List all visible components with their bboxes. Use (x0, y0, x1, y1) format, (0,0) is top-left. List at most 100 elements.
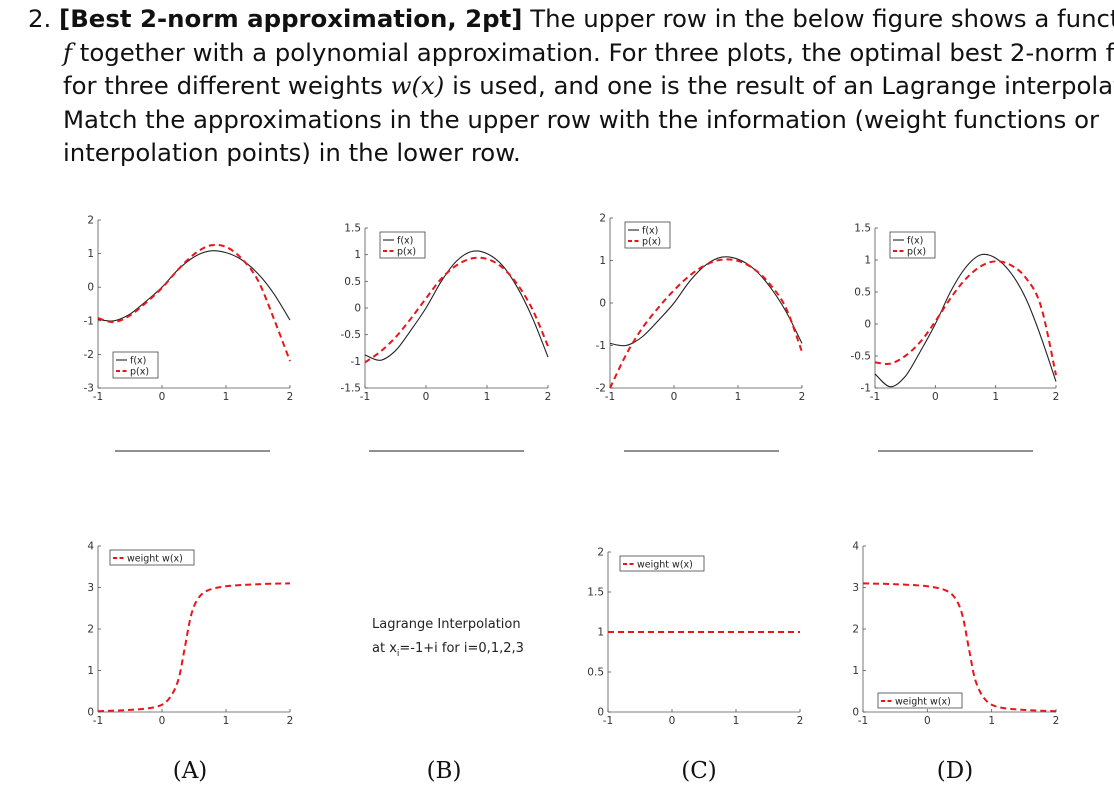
legend: weight w(x) (877, 692, 963, 709)
problem-number: 2. (28, 4, 52, 33)
legend-label: f(x) (907, 236, 923, 247)
series-weight-w-x (97, 582, 291, 713)
y-tick-label: 1 (354, 249, 361, 261)
x-tick-label: 1 (223, 715, 230, 727)
chart-top-2: -1.5-1-0.500.511.5-1 0 1 2f(x)p(x) (341, 223, 552, 404)
x-tick-label: 2 (1053, 391, 1060, 403)
legend-label: p(x) (397, 247, 416, 258)
chart-top-1: -3 -2 -1 0 1 2 -1 0 1 2 f(x)p(x) (84, 215, 294, 404)
problem-statement: 2. [Best 2-norm approximation, 2pt] The … (28, 2, 1114, 170)
series-p-x (364, 256, 549, 364)
y-tick-label: 2 (87, 215, 94, 227)
problem-line2: together with a polynomial approximation… (79, 37, 1114, 67)
y-tick-label: -1.5 (341, 383, 362, 395)
y-tick-label: 0 (852, 707, 859, 719)
y-tick-label: -1 (861, 383, 871, 395)
x-tick-label: 0 (159, 391, 166, 403)
y-tick-label: 3 (87, 582, 94, 594)
x-tick-label: -1 (93, 391, 103, 403)
lagrange-note: Lagrange Interpolation at xi=-1+i for i=… (372, 617, 524, 659)
problem-title: [Best 2-norm approximation, 2pt] (59, 4, 523, 33)
problem-line5: interpolation points) in the lower row. (63, 138, 521, 168)
x-tick-label: 2 (1053, 715, 1060, 727)
series-p-x (97, 243, 291, 362)
legend-box (112, 351, 159, 379)
y-tick-label: 1 (597, 627, 604, 639)
y-tick-label: 0 (597, 707, 604, 719)
y-tick-label: -2 (596, 383, 606, 395)
y-tick-label: 1.5 (344, 223, 361, 235)
y-tick-label: 3 (852, 582, 859, 594)
problem-line3a: for three different weights (63, 71, 383, 101)
x-tick-label: 0 (669, 715, 676, 727)
legend: weight w(x) (619, 555, 705, 572)
lagrange-note-line2: at xi=-1+i for i=0,1,2,3 (372, 641, 524, 659)
y-tick-label: -1 (596, 340, 606, 352)
y-tick-label: 2 (599, 213, 606, 225)
legend-label: f(x) (130, 356, 146, 367)
legend-label: f(x) (397, 236, 413, 247)
y-tick-label: -1 (351, 356, 361, 368)
y-tick-label: 4 (852, 541, 859, 553)
x-tick-label: -1 (360, 391, 370, 403)
y-tick-label: 0 (864, 319, 871, 331)
x-tick-label: 1 (484, 391, 491, 403)
y-tick-label: 4 (87, 541, 94, 553)
series-f-x (609, 256, 803, 347)
y-tick-label: 0 (87, 282, 94, 294)
series-f-x (874, 253, 1057, 388)
y-tick-label: 0 (599, 298, 606, 310)
problem-line3b: is used, and one is the result of an Lag… (452, 71, 1114, 101)
legend-label: p(x) (130, 367, 149, 378)
y-tick-label: 0 (87, 707, 94, 719)
problem-line1: The upper row in the below figure shows … (530, 4, 1114, 33)
y-tick-label: 0 (354, 303, 361, 315)
y-tick-label: -2 (84, 349, 94, 361)
panel-label: (A) (173, 758, 208, 784)
panel-label: (D) (937, 758, 973, 784)
y-tick-label: 1 (87, 248, 94, 260)
legend: f(x)p(x) (624, 221, 671, 249)
x-tick-label: -1 (870, 391, 880, 403)
y-tick-label: 0.5 (587, 667, 604, 679)
legend: f(x)p(x) (112, 351, 159, 379)
legend-box (877, 692, 963, 709)
x-tick-label: 0 (932, 391, 939, 403)
y-tick-label: 2 (597, 547, 604, 559)
legend-box (379, 231, 426, 259)
y-tick-label: 1.5 (854, 223, 871, 235)
legend-box (109, 549, 195, 566)
y-tick-label: 1 (599, 255, 606, 267)
panel-label: (C) (681, 758, 717, 784)
function-symbol: f (63, 37, 73, 67)
y-tick-label: 2 (852, 624, 859, 636)
lagrange-note-pre: at x (372, 641, 397, 656)
x-tick-label: 2 (799, 391, 806, 403)
x-tick-label: -1 (603, 715, 613, 727)
lagrange-note-sub: i (397, 649, 400, 659)
x-tick-label: -1 (858, 715, 868, 727)
legend-label: f(x) (642, 226, 658, 237)
y-tick-label: -0.5 (851, 351, 872, 363)
x-tick-label: 0 (159, 715, 166, 727)
legend: weight w(x) (109, 549, 195, 566)
y-tick-label: 0.5 (344, 276, 361, 288)
y-tick-label: -1 (84, 315, 94, 327)
weight-symbol: w(x) (390, 71, 445, 101)
x-tick-label: -1 (605, 391, 615, 403)
legend-label: weight w(x) (637, 560, 693, 571)
chart-top-4: -1 -0.5 0 0.5 1 1.5 -1 0 1 2 f(x)p(x) (851, 223, 1060, 404)
x-tick-label: 1 (733, 715, 740, 727)
x-tick-label: 1 (992, 391, 999, 403)
legend: f(x)p(x) (889, 231, 936, 259)
series-p-x (874, 260, 1057, 376)
legend-label: p(x) (907, 247, 926, 258)
y-tick-label: 1 (864, 255, 871, 267)
legend-label: weight w(x) (895, 697, 951, 708)
